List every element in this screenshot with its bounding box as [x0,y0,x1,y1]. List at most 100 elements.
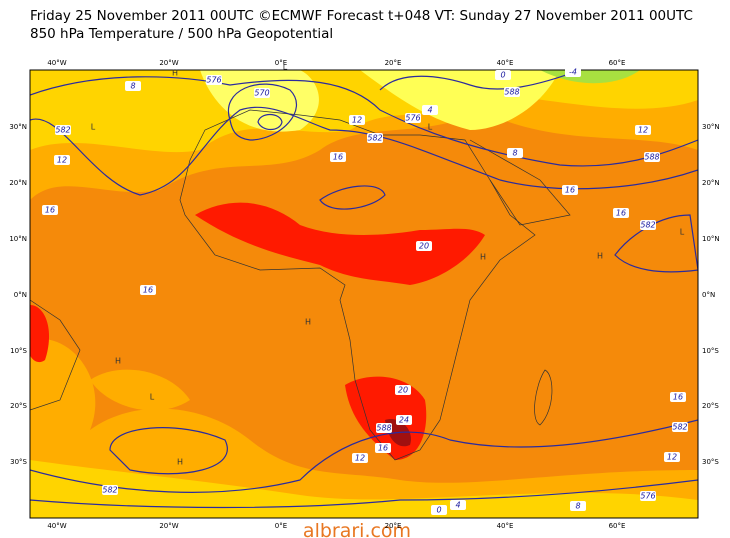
contour-label-bg [640,491,656,501]
contour-label-bg [349,115,365,125]
contour-label-bg [375,443,391,453]
map-frame [29,69,699,519]
contour-label: 16 [333,153,343,162]
longitude-label: 20°E [385,59,402,67]
field-warm [90,369,190,411]
coastline [534,369,553,426]
contour-label: 582 [672,423,687,432]
contour-label: 582 [367,134,382,143]
contour [379,70,581,91]
contour-label: 12 [638,126,648,135]
contour-label: 582 [102,486,117,495]
latitude-label: 30°N [702,123,720,131]
contour [30,419,698,493]
contour-label-bg [55,125,71,135]
contour-label-bg [613,208,629,218]
contour-label-bg [376,423,392,433]
longitude-label: 0°E [275,522,287,530]
contour-label-bg [664,452,680,462]
contour-label-bg [640,220,656,230]
coastline [30,299,81,411]
contour-label-bg [565,67,581,77]
contour-label: 16 [673,393,683,402]
contour-label: 20 [419,242,429,251]
contour-label: 12 [352,116,362,125]
pressure-marker: H [597,252,603,261]
contour-label-bg [367,133,383,143]
contour-label: 588 [504,88,519,97]
contour-label-bg [42,205,58,215]
subtitle: 850 hPa Temperature / 500 hPa Geopotenti… [30,26,333,42]
contour-label-bg [140,285,156,295]
contour-label: 12 [355,454,365,463]
contour-label: 570 [254,89,269,98]
longitude-label: 40°W [47,522,66,530]
latitude-label: 20°S [10,402,27,410]
contour-label: 8 [575,502,580,511]
longitude-label: 40°W [47,59,66,67]
field-hot [30,305,50,363]
contour-label-bg [416,241,432,251]
contour-label: 4 [427,106,432,115]
coastline [469,139,571,226]
longitude-label: 20°E [385,522,402,530]
contour-label: 582 [640,221,655,230]
contour [30,106,698,196]
contour-label: 0 [500,71,505,80]
pressure-marker: L [283,63,288,72]
contour [30,76,698,167]
latitude-label: 30°S [10,458,27,466]
contour-label-bg [54,155,70,165]
field-hot [195,202,485,285]
contour-label: 16 [565,186,575,195]
latitude-label: 10°S [702,347,719,355]
contour-label: 16 [378,444,388,453]
contour-label: 0 [436,506,441,515]
contour-label-bg [352,453,368,463]
coastline [179,109,536,461]
contour-label-bg [570,501,586,511]
contour-label-bg [450,500,466,510]
latitude-label: 10°N [702,235,720,243]
contour [30,479,698,509]
watermark: albrari.com [303,520,411,538]
latitude-label: 10°S [10,347,27,355]
contour-label: 16 [45,206,55,215]
pressure-marker: H [480,253,486,262]
contour-label-bg [507,148,523,158]
contour-label-bg [562,185,578,195]
contour-label-bg [396,415,412,425]
longitude-label: 0°E [275,59,287,67]
pressure-marker: H [115,357,121,366]
contour-label-bg [330,152,346,162]
field-mild [30,460,698,518]
field-warm [30,338,698,518]
contour-label: 588 [644,153,659,162]
contour-label: 16 [143,286,153,295]
pressure-marker: H [172,69,178,78]
contour [109,427,228,475]
contour-label-bg [431,505,447,515]
latitude-label: 0°N [702,291,715,299]
latitude-label: 10°N [9,235,27,243]
longitude-label: 20°W [159,522,178,530]
contour-label: 4 [455,501,460,510]
pressure-marker: H [305,318,311,327]
pressure-marker: L [91,123,96,132]
contour-label: 8 [130,82,135,91]
contour-label: 16 [616,209,626,218]
pressure-marker: L [680,228,685,237]
pressure-marker: L [428,123,433,132]
contour-label: -4 [569,68,577,77]
contour-label: 12 [667,453,677,462]
contour [319,185,386,210]
contour-label-bg [206,75,222,85]
field-cool [360,70,560,130]
contour-label: 576 [206,76,221,85]
longitude-label: 40°E [497,59,514,67]
title: Friday 25 November 2011 00UTC ©ECMWF For… [30,8,693,24]
contour-label: 588 [376,424,391,433]
contour-label: 12 [57,156,67,165]
